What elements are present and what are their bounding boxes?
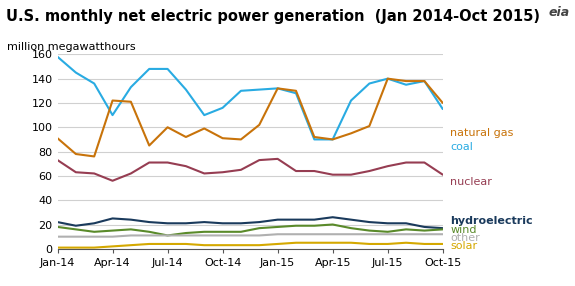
Text: coal: coal bbox=[450, 142, 473, 152]
Text: solar: solar bbox=[450, 241, 478, 251]
Text: wind: wind bbox=[450, 225, 477, 235]
Text: hydroelectric: hydroelectric bbox=[450, 216, 533, 226]
Text: eia: eia bbox=[548, 6, 569, 19]
Text: U.S. monthly net electric power generation  (Jan 2014-Oct 2015): U.S. monthly net electric power generati… bbox=[6, 9, 540, 23]
Text: million megawatthours: million megawatthours bbox=[7, 42, 136, 52]
Text: nuclear: nuclear bbox=[450, 177, 492, 187]
Text: other: other bbox=[450, 233, 480, 243]
Text: natural gas: natural gas bbox=[450, 128, 514, 138]
